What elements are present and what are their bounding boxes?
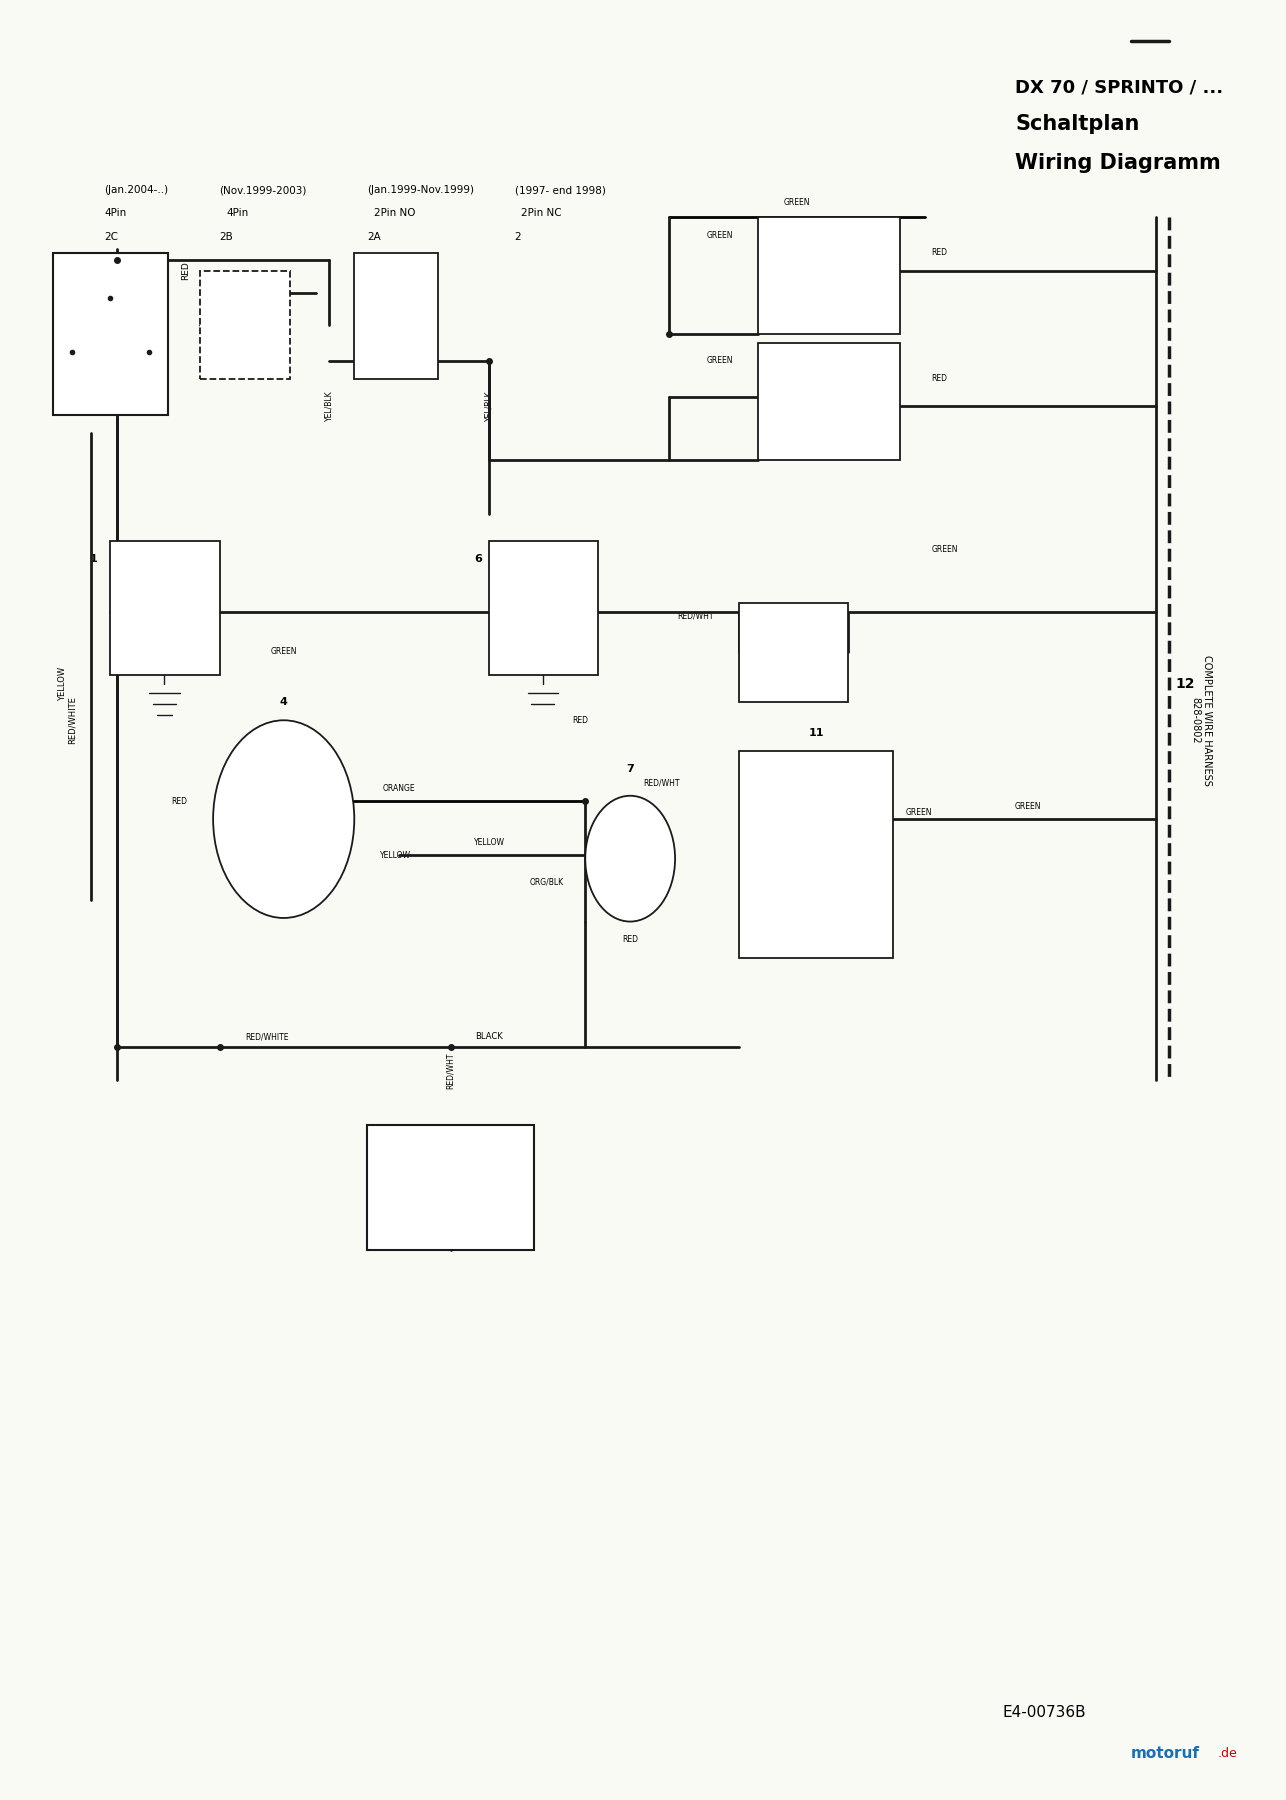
Text: GREEN: GREEN xyxy=(706,230,733,239)
Text: L: L xyxy=(318,785,322,790)
Text: 2A: 2A xyxy=(367,232,381,241)
Text: RED/WHITE: RED/WHITE xyxy=(67,697,76,743)
Text: 3: 3 xyxy=(240,328,249,340)
Text: 2Pin NO: 2Pin NO xyxy=(373,209,415,218)
Text: 8: 8 xyxy=(826,356,833,365)
Text: GREEN: GREEN xyxy=(270,648,297,657)
Text: 10: 10 xyxy=(786,610,801,621)
Text: 725-1843: 725-1843 xyxy=(377,360,414,369)
Text: YELLOW: YELLOW xyxy=(473,839,504,848)
Bar xyxy=(53,254,168,414)
Bar xyxy=(111,540,220,675)
Text: 4Pin: 4Pin xyxy=(226,209,248,218)
Text: B: B xyxy=(282,875,285,882)
Bar xyxy=(759,218,900,333)
Text: (1997- end 1998): (1997- end 1998) xyxy=(514,185,606,194)
Text: FUSE: FUSE xyxy=(782,639,804,648)
Text: 725-1648: 725-1648 xyxy=(810,281,847,290)
Text: YEL/BLK: YEL/BLK xyxy=(485,391,494,421)
Text: (Jan.2004-..): (Jan.2004-..) xyxy=(104,185,168,194)
Text: RELAY: RELAY xyxy=(817,383,842,392)
Text: RED: RED xyxy=(932,248,948,257)
Text: BLACK: BLACK xyxy=(475,1031,503,1040)
Text: 2: 2 xyxy=(514,232,521,241)
Text: ORANGE: ORANGE xyxy=(383,785,415,794)
Text: 7: 7 xyxy=(626,763,634,774)
Text: RED: RED xyxy=(622,934,638,943)
Text: 2B: 2B xyxy=(220,232,233,241)
Text: 11: 11 xyxy=(809,727,824,738)
Text: .de: .de xyxy=(1218,1748,1237,1760)
Text: PTO SWITCH: PTO SWITCH xyxy=(140,572,188,581)
Text: BATTERY: BATTERY xyxy=(793,832,838,841)
Text: RED/WHT: RED/WHT xyxy=(409,1170,418,1206)
Text: GREEN: GREEN xyxy=(706,356,733,365)
Bar xyxy=(759,342,900,459)
Text: 725-1657A: 725-1657A xyxy=(144,599,185,608)
Bar xyxy=(354,254,437,378)
Text: 9: 9 xyxy=(826,230,833,239)
Text: G: G xyxy=(318,844,324,851)
Text: ENGINE: ENGINE xyxy=(427,1192,475,1202)
Bar xyxy=(489,540,598,675)
Text: RELAY: RELAY xyxy=(817,257,842,266)
Circle shape xyxy=(585,796,675,922)
Text: YELLOW: YELLOW xyxy=(58,668,67,702)
Text: o -: o - xyxy=(770,934,784,945)
Text: RED: RED xyxy=(932,374,948,383)
Bar xyxy=(201,272,291,378)
Text: o +: o + xyxy=(845,934,864,945)
Text: YEL/BLK: YEL/BLK xyxy=(324,391,333,421)
Text: 6: 6 xyxy=(475,554,482,563)
Text: 725-1648: 725-1648 xyxy=(810,407,847,416)
Text: 4: 4 xyxy=(280,697,288,707)
Text: GREEN: GREEN xyxy=(907,808,932,817)
Text: GREEN: GREEN xyxy=(783,198,810,207)
Text: RED/WHT: RED/WHT xyxy=(446,1053,455,1089)
Text: SOLENOID: SOLENOID xyxy=(611,841,649,850)
Text: (Nov.1999-2003): (Nov.1999-2003) xyxy=(220,185,307,194)
Text: 1: 1 xyxy=(90,554,98,563)
Text: RED/WHT: RED/WHT xyxy=(643,779,679,788)
Text: SEAT SWITCH: SEAT SWITCH xyxy=(81,311,140,320)
Text: 725-1727: 725-1727 xyxy=(226,360,264,369)
Text: ORG/BLK: ORG/BLK xyxy=(530,878,563,887)
Text: 725-0287: 725-0287 xyxy=(267,833,301,841)
Text: 725-1426: 725-1426 xyxy=(613,873,647,880)
Bar xyxy=(367,1125,534,1251)
Text: BOOT COVER: BOOT COVER xyxy=(220,293,270,302)
Text: M: M xyxy=(242,790,248,797)
Text: RED: RED xyxy=(181,261,190,281)
Text: 2C: 2C xyxy=(104,232,118,241)
Text: 725-1361: 725-1361 xyxy=(775,675,811,684)
Text: RED: RED xyxy=(572,716,589,725)
Text: 2Pin NC: 2Pin NC xyxy=(521,209,562,218)
Text: 4Pin: 4Pin xyxy=(104,209,126,218)
Text: Schaltplan: Schaltplan xyxy=(1015,113,1139,133)
Text: REVERSE SW: REVERSE SW xyxy=(373,295,418,301)
Text: COMPLETE WIRE HARNESS
828-0802: COMPLETE WIRE HARNESS 828-0802 xyxy=(1191,655,1211,787)
Text: 725 - 1633: 725 - 1633 xyxy=(793,765,838,774)
Text: 12: 12 xyxy=(1175,677,1195,691)
Text: 725-1657A: 725-1657A xyxy=(522,599,563,608)
Text: GREEN: GREEN xyxy=(931,545,958,554)
Text: DX 70 / SPRINTO / ...: DX 70 / SPRINTO / ... xyxy=(1015,79,1223,97)
Bar xyxy=(739,603,849,702)
Text: RED/WHITE: RED/WHITE xyxy=(246,1031,288,1040)
Text: (Jan.1999-Nov.1999): (Jan.1999-Nov.1999) xyxy=(367,185,475,194)
Text: RED/WHT: RED/WHT xyxy=(676,612,714,621)
Text: GREEN: GREEN xyxy=(1015,803,1042,812)
Text: motoruf: motoruf xyxy=(1130,1746,1200,1760)
Text: RED: RED xyxy=(171,797,188,806)
Bar xyxy=(739,751,894,958)
Text: 5: 5 xyxy=(391,265,400,277)
Text: KEY SW: KEY SW xyxy=(269,797,298,806)
Text: Wiring Diagramm: Wiring Diagramm xyxy=(1015,153,1220,173)
Text: S: S xyxy=(279,758,283,763)
Circle shape xyxy=(213,720,354,918)
Text: E4-00736B: E4-00736B xyxy=(1002,1705,1085,1719)
Text: YELLOW: YELLOW xyxy=(379,851,412,860)
Text: BRAKE SW: BRAKE SW xyxy=(523,572,563,581)
